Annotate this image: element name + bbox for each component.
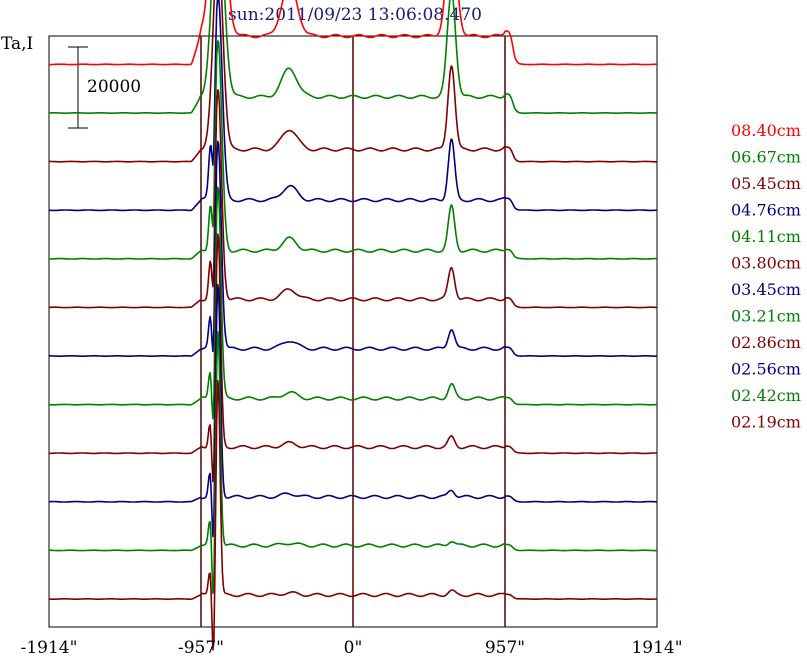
y-axis-label: Ta,I: [1, 34, 33, 54]
series-line-02.86cm: [49, 233, 657, 483]
series-line-02.19cm: [49, 379, 658, 651]
chart-title: sun:2011/09/23 13:06:08.470: [228, 5, 482, 25]
legend-entry-02.42cm: 02.42cm: [731, 386, 801, 405]
legend-entry-02.19cm: 02.19cm: [731, 413, 801, 432]
x-tick-label: 0": [344, 638, 363, 658]
vertical-reference-lines: [200, 36, 506, 627]
legend-entry-03.21cm: 03.21cm: [731, 307, 801, 326]
legend-entry-03.45cm: 03.45cm: [731, 280, 801, 299]
legend-entry-04.76cm: 04.76cm: [731, 201, 801, 220]
legend-entry-06.67cm: 06.67cm: [731, 148, 801, 167]
series-line-08.40cm: [49, 0, 657, 66]
legend-entry-08.40cm: 08.40cm: [731, 121, 801, 140]
legend-entry-05.45cm: 05.45cm: [731, 174, 801, 193]
series-line-06.67cm: [48, 0, 658, 114]
series-line-04.76cm: [48, 0, 657, 212]
x-tick-labels: -1914" -957" 0" 957" 1914": [21, 638, 683, 658]
x-tick-label: 1914": [631, 638, 682, 658]
scale-bar: 20000: [68, 46, 141, 129]
legend-entry-04.11cm: 04.11cm: [731, 227, 801, 246]
legend: 08.40cm 06.67cm 05.45cm 04.76cm 04.11cm 03.80…: [731, 121, 801, 432]
series-line-04.11cm: [49, 40, 657, 260]
series-line-02.56cm: [49, 283, 658, 538]
series-line-05.45cm: [49, 0, 657, 163]
scale-bar-label: 20000: [87, 77, 141, 97]
series-line-03.21cm: [49, 186, 657, 420]
series-line-02.42cm: [49, 330, 657, 595]
x-tick-label: 957": [485, 638, 525, 658]
legend-entry-02.56cm: 02.56cm: [731, 360, 801, 379]
legend-entry-03.80cm: 03.80cm: [731, 254, 801, 273]
x-tick-label: -957": [178, 638, 224, 658]
x-tick-label: -1914": [21, 638, 78, 658]
series-lines: [48, 0, 658, 651]
legend-entry-02.86cm: 02.86cm: [731, 333, 801, 352]
series-line-03.45cm: [49, 140, 657, 358]
series-line-03.80cm: [48, 89, 657, 309]
